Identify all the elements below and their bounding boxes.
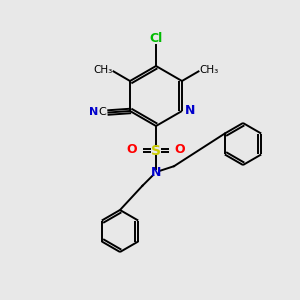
Text: N: N (151, 166, 161, 179)
Text: N: N (89, 106, 98, 117)
Text: N: N (184, 104, 195, 118)
Text: C: C (98, 106, 106, 117)
Text: CH₃: CH₃ (93, 64, 112, 75)
Text: S: S (151, 144, 161, 158)
Text: CH₃: CH₃ (200, 64, 219, 75)
Text: Cl: Cl (149, 32, 163, 46)
Text: O: O (127, 143, 137, 156)
Text: O: O (175, 143, 185, 156)
